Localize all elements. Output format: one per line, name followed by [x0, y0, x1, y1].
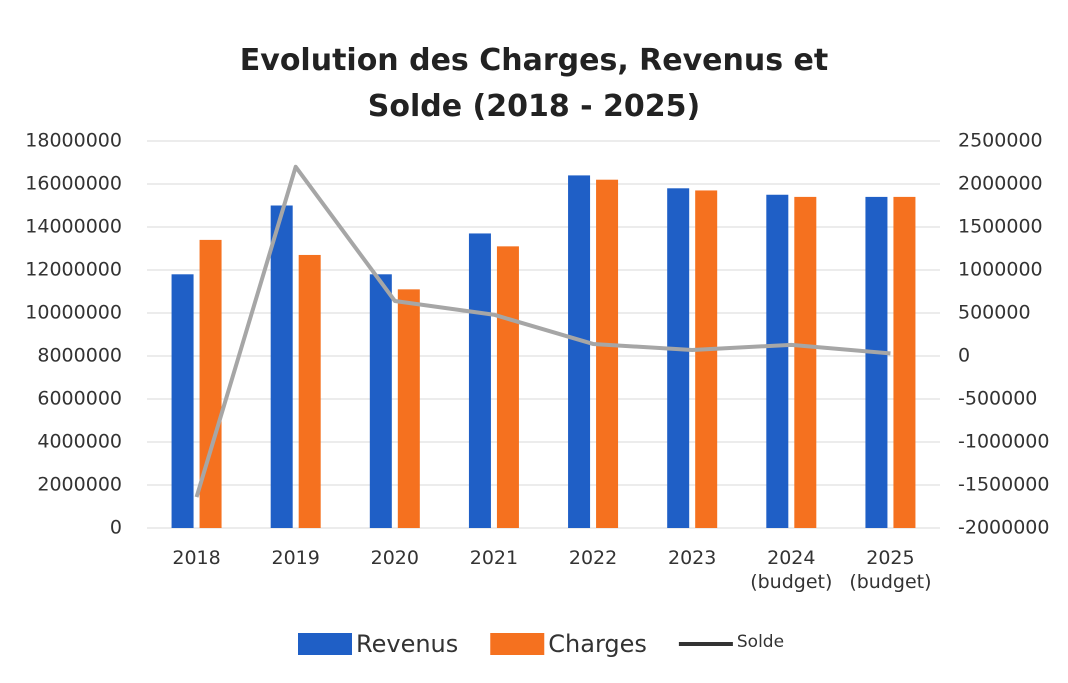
bar	[171, 274, 194, 528]
legend-label: Revenus	[356, 630, 458, 658]
y-tick-label: 14000000	[25, 216, 122, 238]
y2-tick-label: -2000000	[958, 517, 1049, 539]
y2-tick-label: 1500000	[958, 216, 1043, 238]
x-tick-label: 2019	[271, 547, 320, 569]
legend-label: Solde	[737, 632, 784, 652]
bar	[794, 196, 817, 528]
y2-tick-label: -1000000	[958, 431, 1049, 453]
bar	[865, 196, 888, 528]
y2-tick-label: 2500000	[958, 130, 1043, 152]
legend-swatch	[298, 633, 352, 655]
bar	[766, 194, 789, 528]
chart-title: Evolution des Charges, Revenus et Solde …	[239, 43, 829, 124]
x-tick-label: 2022	[568, 547, 618, 569]
legend-label: Charges	[548, 630, 647, 658]
y2-tick-label: 500000	[958, 302, 1031, 324]
y2-tick-label: 0	[958, 345, 970, 367]
bar	[270, 205, 293, 528]
bar	[568, 175, 591, 528]
y2-tick-label: -1500000	[958, 474, 1049, 496]
y-tick-label: 10000000	[25, 302, 122, 324]
x-tick-label: 2020	[370, 547, 419, 569]
bar	[496, 246, 519, 528]
line	[194, 164, 891, 498]
y-tick-label: 8000000	[37, 345, 122, 367]
bar	[199, 239, 222, 528]
bar	[667, 188, 690, 529]
bar	[893, 196, 916, 528]
y-tick-label: 16000000	[25, 173, 122, 195]
bar	[695, 190, 718, 528]
bar	[369, 274, 392, 528]
y2-tick-label: -500000	[958, 388, 1037, 410]
x-tick-label: 2018	[172, 547, 221, 569]
y2-tick-label: 1000000	[958, 259, 1043, 281]
y-tick-label: 0	[110, 517, 122, 539]
bar	[397, 289, 420, 528]
y-tick-label: 18000000	[25, 130, 122, 152]
bar	[596, 179, 619, 528]
x-tick-label: 2023	[668, 547, 717, 569]
y-tick-label: 4000000	[37, 431, 122, 453]
x-tick-label: 2024 (budget)	[750, 547, 833, 593]
y-tick-label: 2000000	[37, 474, 122, 496]
y2-tick-label: 2000000	[958, 173, 1043, 195]
y-tick-label: 12000000	[25, 259, 122, 281]
x-tick-label: 2021	[469, 547, 519, 569]
bar	[298, 254, 321, 528]
x-tick-label: 2025 (budget)	[849, 547, 932, 593]
y-tick-label: 6000000	[37, 388, 122, 410]
legend-swatch	[490, 633, 545, 655]
bar	[468, 233, 491, 528]
